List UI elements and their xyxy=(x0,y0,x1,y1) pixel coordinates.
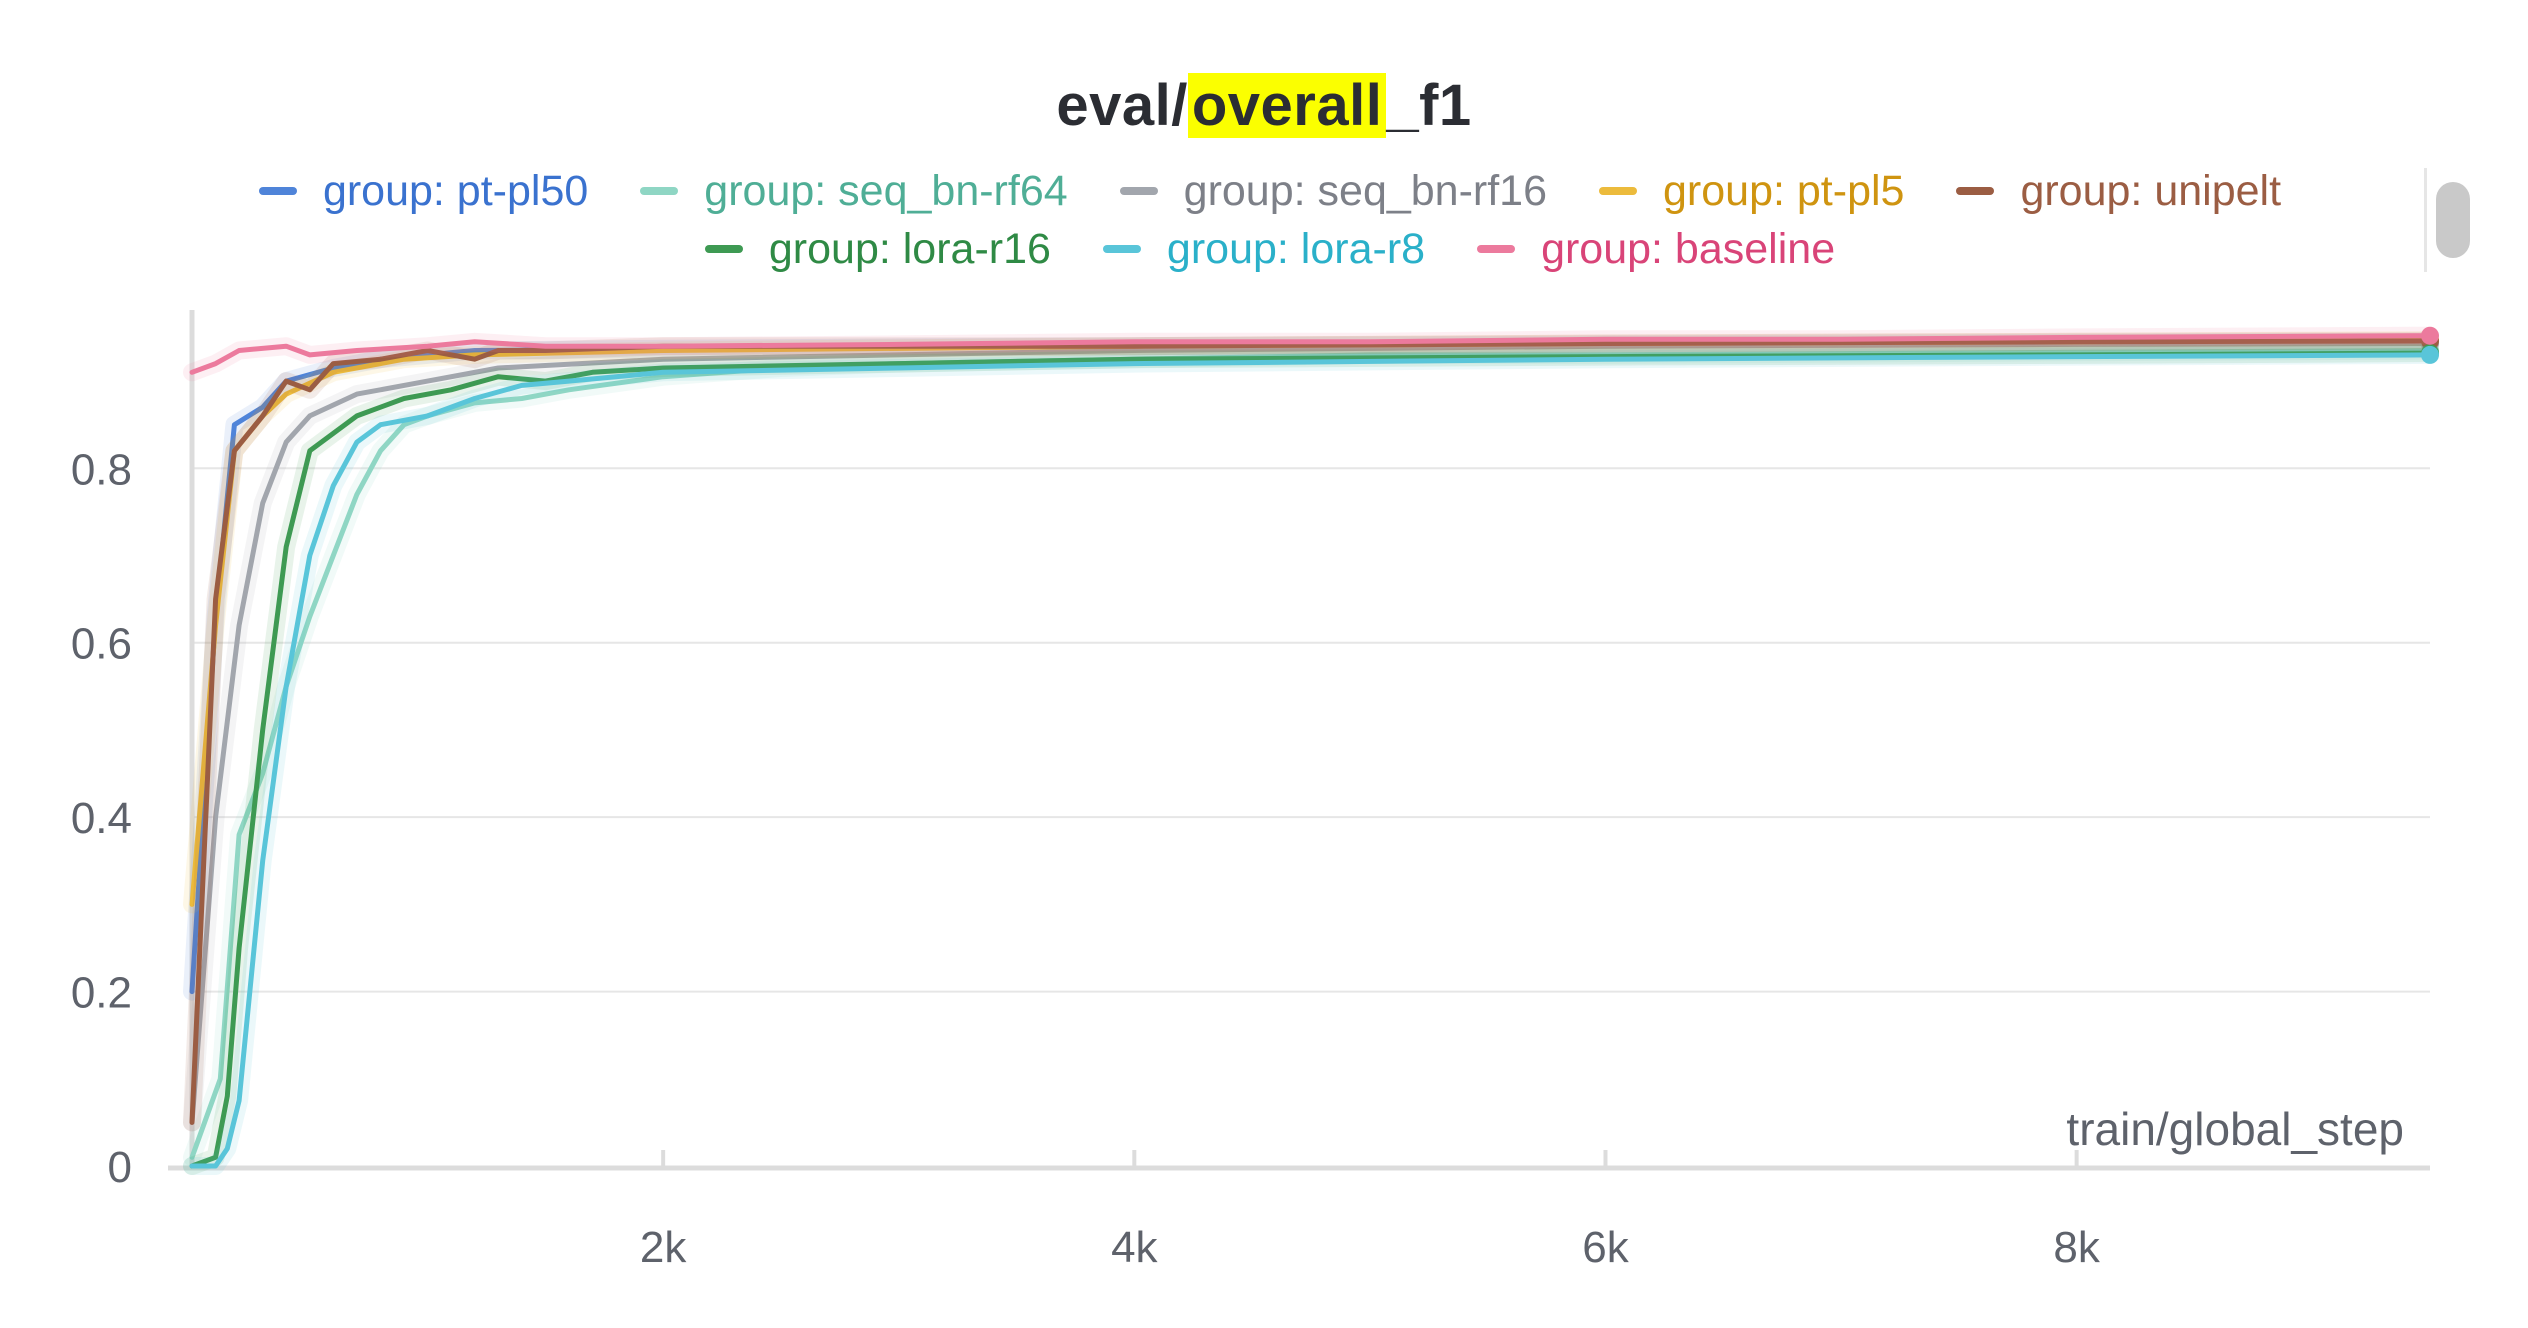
x-tick-label: 4k xyxy=(1111,1223,1158,1272)
series-band xyxy=(183,331,2439,1132)
legend-swatch xyxy=(704,245,743,253)
series-lines xyxy=(183,326,2439,1175)
legend-item-pt-pl50[interactable]: group: pt-pl50 xyxy=(258,166,589,216)
x-tick-label: 8k xyxy=(2053,1223,2100,1272)
legend-item-seq-bn-rf16[interactable]: group: seq_bn-rf16 xyxy=(1119,166,1548,216)
axes xyxy=(168,310,2430,1171)
legend-label: group: baseline xyxy=(1541,224,1836,273)
series-line xyxy=(189,348,2433,1160)
legend-label: group: unipelt xyxy=(2020,166,2282,215)
legend-scroll-thumb[interactable] xyxy=(2436,182,2470,258)
x-tick-label: 2k xyxy=(640,1223,687,1272)
legend-swatch xyxy=(1956,187,1995,195)
y-tick-label: 0 xyxy=(108,1143,132,1192)
legend: group: pt-pl50 group: seq_bn-rf64 group:… xyxy=(150,162,2390,278)
series-band xyxy=(183,345,2439,1175)
legend-swatch xyxy=(258,187,297,195)
legend-item-pt-pl5[interactable]: group: pt-pl5 xyxy=(1599,167,1904,216)
legend-label: group: pt-pl5 xyxy=(1663,166,1905,215)
x-axis-title: train/global_step xyxy=(2066,1103,2404,1155)
series-line xyxy=(189,352,2433,1169)
x-tick-label: 6k xyxy=(1582,1223,1629,1272)
legend-swatch xyxy=(1477,245,1516,253)
series-line xyxy=(189,350,2433,1169)
y-tick-label: 0.2 xyxy=(71,969,132,1018)
legend-item-lora-r16[interactable]: group: lora-r16 xyxy=(704,224,1051,274)
series-end-point xyxy=(2421,326,2439,345)
series-band xyxy=(183,332,2439,1001)
y-tick-label: 0.4 xyxy=(71,794,132,843)
legend-swatch xyxy=(1102,245,1141,253)
y-tick-label: 0.6 xyxy=(71,620,132,669)
legend-item-baseline[interactable]: group: baseline xyxy=(1477,225,1835,274)
legend-label: group: seq_bn-rf64 xyxy=(704,166,1068,215)
legend-swatch xyxy=(640,187,679,195)
legend-item-lora-r8[interactable]: group: lora-r8 xyxy=(1102,224,1426,274)
legend-label: group: lora-r8 xyxy=(1166,224,1426,273)
series-line xyxy=(189,339,2433,995)
title-prefix: eval/ xyxy=(1056,73,1188,138)
gridlines xyxy=(192,467,2430,993)
series-band xyxy=(183,334,2439,1132)
legend-item-unipelt[interactable]: group: unipelt xyxy=(1956,167,2281,216)
legend-label: group: seq_bn-rf16 xyxy=(1183,166,1548,215)
legend-row-1: group: pt-pl50 group: seq_bn-rf64 group:… xyxy=(150,162,2390,220)
legend-label: group: pt-pl50 xyxy=(322,166,589,215)
legend-item-seq-bn-rf64[interactable]: group: seq_bn-rf64 xyxy=(640,166,1068,216)
legend-scroll-track[interactable] xyxy=(2424,168,2427,272)
legend-row-2: group: lora-r16 group: lora-r8 group: ba… xyxy=(150,220,2390,278)
tick-labels: 0 0.2 0.4 0.6 0.8 2k 4k 6k 8k xyxy=(71,445,2101,1272)
series-line xyxy=(189,338,2433,1125)
y-tick-label: 0.8 xyxy=(71,445,132,494)
legend-swatch xyxy=(1119,187,1158,195)
legend-swatch xyxy=(1599,187,1638,195)
chart-title: eval/overall_f1 xyxy=(0,72,2528,139)
series-end-point xyxy=(2421,345,2439,364)
title-highlight: overall xyxy=(1187,73,1387,138)
series-band xyxy=(183,341,2439,1167)
legend-label: group: lora-r16 xyxy=(768,224,1051,273)
series-line xyxy=(189,333,2433,375)
series-band xyxy=(183,331,2439,914)
series-line xyxy=(189,337,2433,907)
series-band xyxy=(183,344,2439,1175)
series-line xyxy=(189,341,2433,1125)
title-suffix: _f1 xyxy=(1386,73,1472,138)
